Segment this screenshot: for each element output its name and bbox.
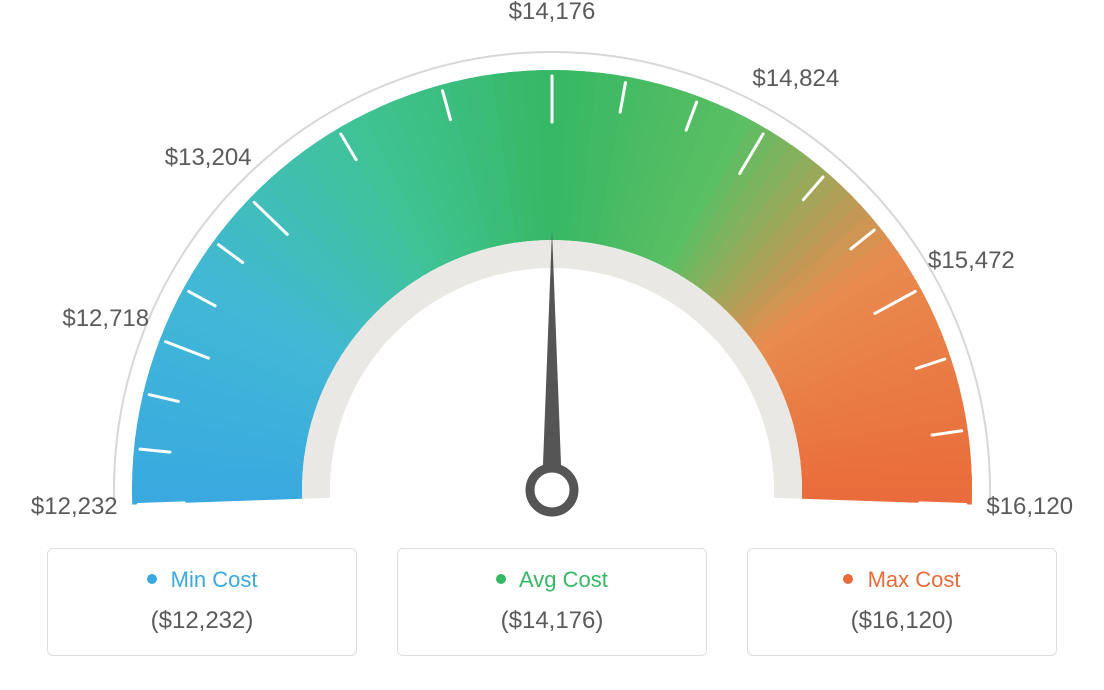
gauge-tick-label: $12,232 xyxy=(31,493,118,521)
gauge-tick-label: $15,472 xyxy=(928,247,1015,275)
gauge-needle-hub xyxy=(530,468,574,512)
gauge-tick-label: $12,718 xyxy=(62,305,149,333)
legend-value-min: ($12,232) xyxy=(58,607,346,635)
legend-title-label: Max Cost xyxy=(868,567,961,592)
legend-card-avg: Avg Cost ($14,176) xyxy=(397,548,707,656)
legend-row: Min Cost ($12,232) Avg Cost ($14,176) Ma… xyxy=(0,548,1104,656)
gauge-tick-label: $13,204 xyxy=(165,144,252,172)
dot-icon xyxy=(843,574,853,584)
legend-card-min: Min Cost ($12,232) xyxy=(47,548,357,656)
legend-title-avg: Avg Cost xyxy=(408,567,696,593)
legend-value-avg: ($14,176) xyxy=(408,607,696,635)
legend-title-label: Avg Cost xyxy=(519,567,608,592)
legend-value-max: ($16,120) xyxy=(758,607,1046,635)
dot-icon xyxy=(496,574,506,584)
legend-title-label: Min Cost xyxy=(171,567,258,592)
dot-icon xyxy=(147,574,157,584)
gauge-tick-label: $14,824 xyxy=(752,65,839,93)
legend-title-max: Max Cost xyxy=(758,567,1046,593)
legend-title-min: Min Cost xyxy=(58,567,346,593)
gauge-tick-label: $14,176 xyxy=(509,0,596,26)
gauge-tick-label: $16,120 xyxy=(986,493,1073,521)
gauge-needle xyxy=(542,230,562,490)
gauge-chart: $12,232 $12,718 $13,204 $14,176 $14,824 $15,4… xyxy=(0,0,1104,540)
legend-card-max: Max Cost ($16,120) xyxy=(747,548,1057,656)
